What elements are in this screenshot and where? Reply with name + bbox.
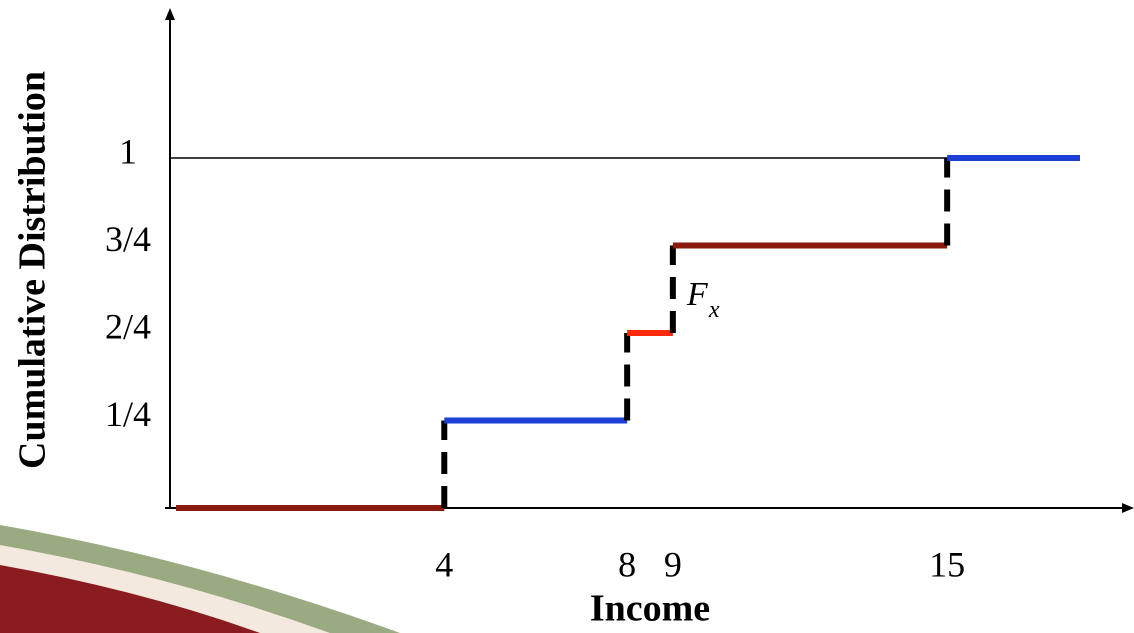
y-tick-label: 1 [119,131,137,171]
x-tick-label: 4 [435,544,453,584]
chart: Income Cumulative Distribution 1/4 2/4 3/4… [0,0,1134,633]
y-tick-label: 2/4 [105,306,151,346]
decoration [0,525,400,633]
y-axis-arrow [165,8,175,20]
annotation: F [686,276,709,313]
x-axis-title: Income [590,588,710,630]
y-axis-title: Cumulative Distribution [12,71,54,469]
x-tick-label: 8 [618,544,636,584]
x-tick-label: 9 [664,544,682,584]
y-tick-label: 3/4 [105,219,151,259]
x-tick-label: 15 [929,544,965,584]
y-tick-label: 1/4 [105,394,151,434]
annotation-subscript: x [708,297,720,323]
x-axis-arrow [1122,503,1134,513]
